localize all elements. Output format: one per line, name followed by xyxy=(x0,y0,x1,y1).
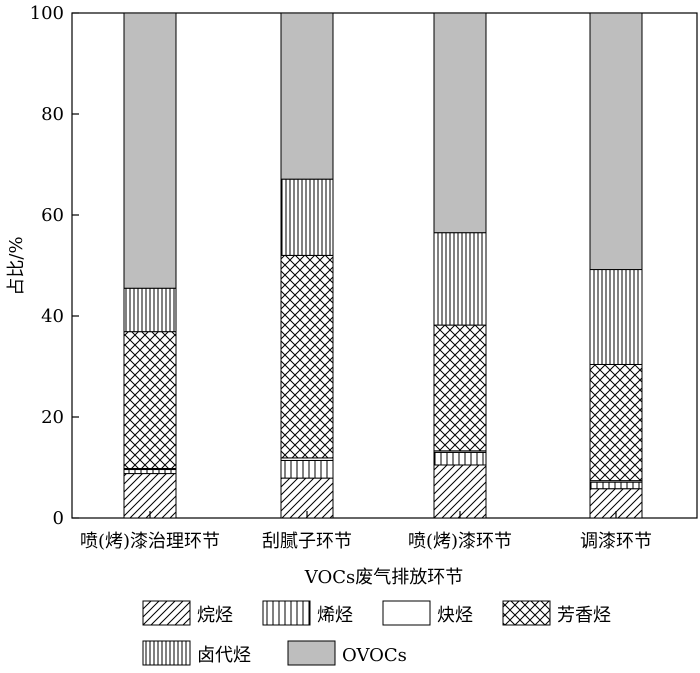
x-tick-label: 喷(烤)漆治理环节 xyxy=(80,531,220,552)
bar-segment-series-1 xyxy=(433,451,487,466)
bar-segment-series-4 xyxy=(280,178,334,256)
legend-swatch-series-0 xyxy=(142,600,191,626)
bar-segment-series-0 xyxy=(433,464,487,519)
legend-label-series-4: 卤代烃 xyxy=(197,645,251,666)
x-tick-label: 调漆环节 xyxy=(580,531,652,552)
y-axis: 0 20 40 60 80 100 xyxy=(30,3,79,529)
y-axis-label: 占比/% xyxy=(6,236,27,295)
x-axis-label: VOCs废气排放环节 xyxy=(304,567,463,588)
bar-segment-series-3 xyxy=(589,363,643,482)
legend-label-series-1: 烯烃 xyxy=(317,605,353,626)
x-tick-label: 刮腻子环节 xyxy=(262,531,352,552)
bar-segment-series-1 xyxy=(589,481,643,490)
y-tick-label: 100 xyxy=(30,3,64,24)
legend-swatch-series-3 xyxy=(502,600,551,626)
legend-label-series-0: 烷烃 xyxy=(197,605,233,626)
y-tick-label: 20 xyxy=(41,407,64,428)
bar-segment-series-1 xyxy=(280,459,334,479)
plot-area-frame xyxy=(71,12,698,519)
legend-label-series-5: OVOCs xyxy=(342,645,407,666)
x-tick-label: 喷(烤)漆环节 xyxy=(408,531,512,552)
y-tick-label: 80 xyxy=(41,104,64,125)
bar-segment-series-5 xyxy=(433,12,487,234)
bar-segment-series-5 xyxy=(280,12,334,180)
bar-segment-series-3 xyxy=(123,331,177,470)
legend-swatch-series-2 xyxy=(382,600,431,626)
bar-segment-series-4 xyxy=(433,232,487,326)
legend-swatch-series-4 xyxy=(142,640,191,666)
x-axis: 喷(烤)漆治理环节 刮腻子环节 喷(烤)漆环节 调漆环节 xyxy=(80,511,652,552)
y-tick-label: 40 xyxy=(41,306,64,327)
bar-segment-series-1 xyxy=(123,469,177,475)
legend-swatch-series-5 xyxy=(287,640,336,666)
bars-group xyxy=(123,12,643,519)
legend-label-series-3: 芳香烃 xyxy=(557,605,611,626)
y-tick-label: 0 xyxy=(53,508,64,529)
legend-swatch-series-1 xyxy=(262,600,311,626)
y-tick-label: 60 xyxy=(41,205,64,226)
bar-segment-series-4 xyxy=(589,269,643,365)
bar-segment-series-5 xyxy=(123,12,177,289)
legend-label-series-2: 炔烃 xyxy=(437,605,473,626)
bar-segment-series-3 xyxy=(280,254,334,459)
bar-segment-series-5 xyxy=(589,12,643,271)
bar-segment-series-3 xyxy=(433,324,487,452)
bar-segment-series-4 xyxy=(123,287,177,333)
